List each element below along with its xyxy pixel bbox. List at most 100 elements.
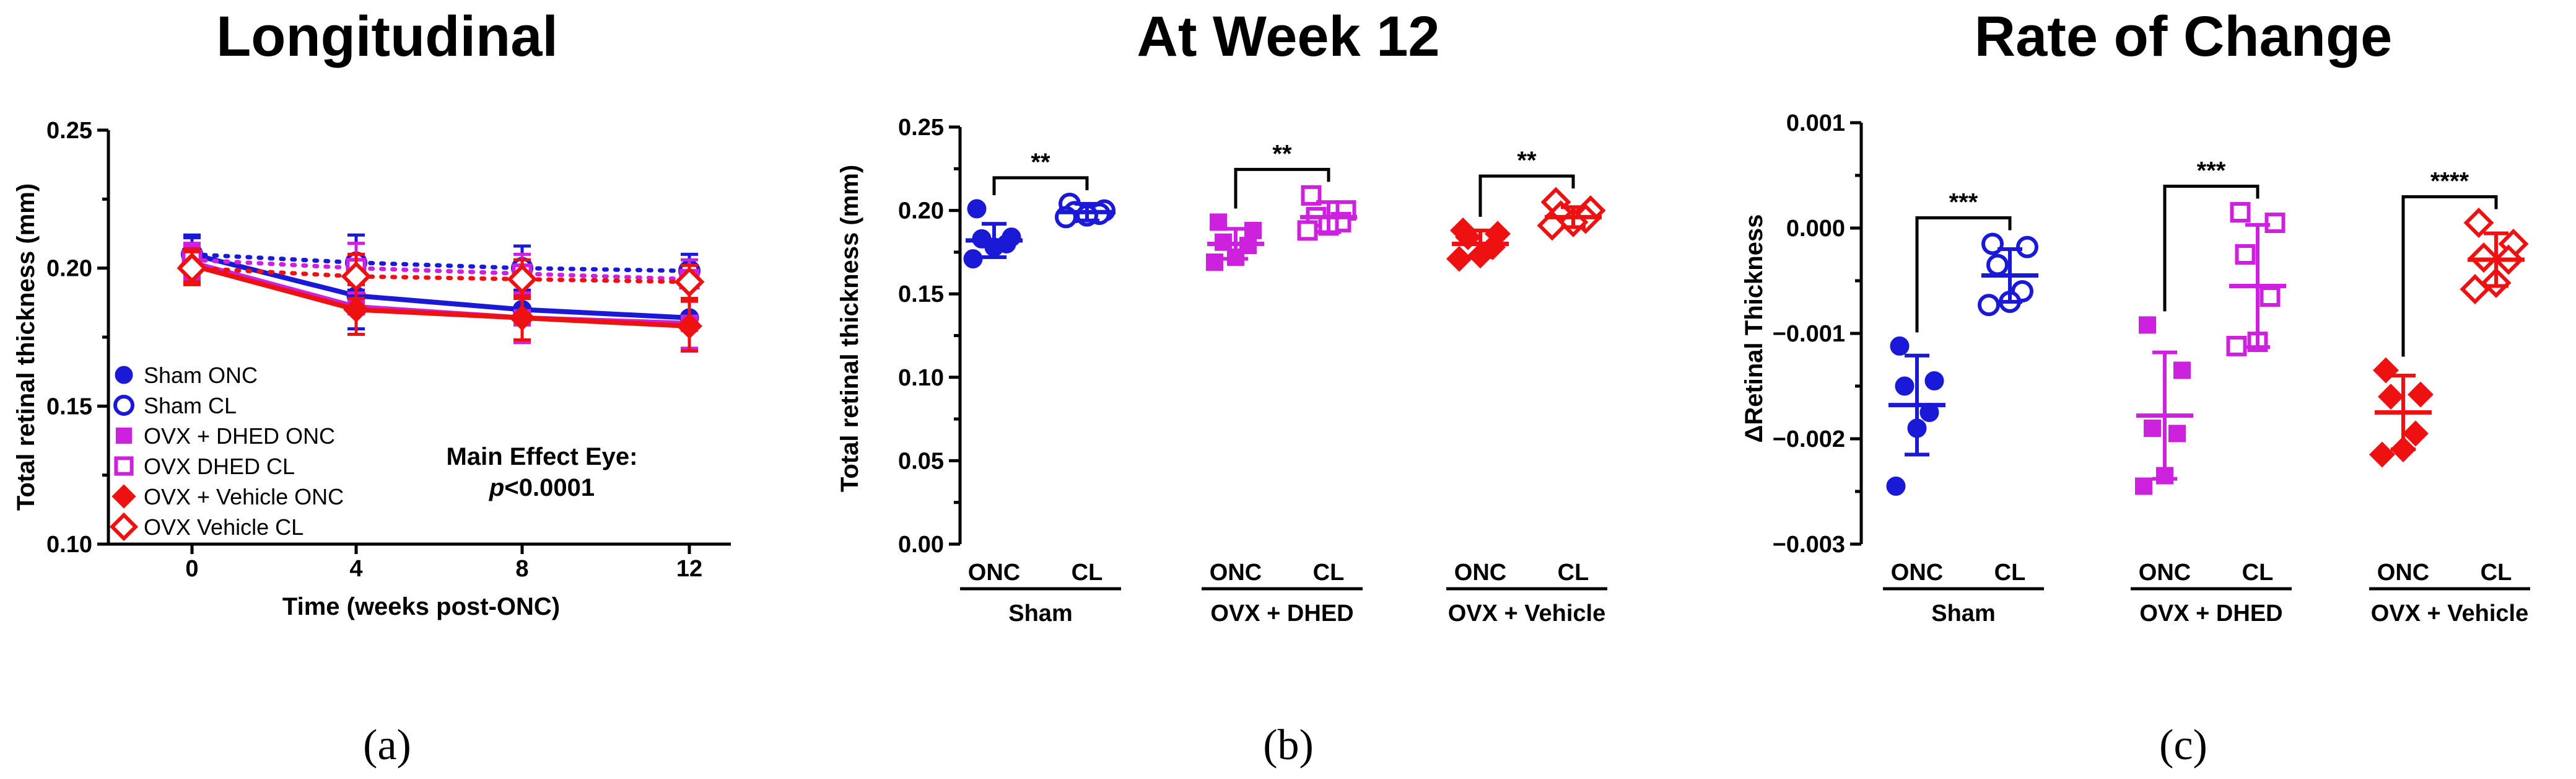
- panel-c-data-point: [2369, 441, 2395, 468]
- panel-c-data-point: [2139, 316, 2156, 334]
- panel-a-legend-marker: [111, 484, 136, 509]
- panel-a-legend-marker: [109, 512, 139, 542]
- panel-c-data-point: [2144, 420, 2161, 437]
- panel-c-data-point: [2408, 381, 2434, 408]
- panel-c-axes: −0.003 −0.002 −0.001 0.000 0.001: [1773, 110, 1863, 558]
- panel-a-y-tick-label: 0.20: [46, 256, 92, 282]
- panel-a-legend-label: OVX DHED CL: [144, 454, 295, 479]
- panel-c-x-label-onc: ONC: [2377, 560, 2429, 586]
- panel-c-rate-of-change: Rate of Change ΔRetinal Thickness −0.003…: [1740, 5, 2530, 769]
- panel-a-data-point: [509, 304, 535, 331]
- panel-a-y-tick-label: 0.10: [46, 532, 92, 558]
- panel-c-data-point: [1924, 371, 1944, 390]
- panel-a-data-point: [343, 296, 369, 323]
- panel-a-series-line: [190, 266, 692, 284]
- panel-b-significance-stars: **: [1272, 140, 1292, 167]
- panel-c-data-point: [2460, 274, 2491, 305]
- panel-a-label: (a): [363, 721, 411, 769]
- panel-a-p-symbol: p: [489, 474, 504, 501]
- panel-c-label: (c): [2159, 721, 2207, 769]
- panel-b-y-tick-label: 0.20: [898, 198, 944, 224]
- panel-c-y-tick-label: −0.001: [1773, 321, 1845, 347]
- panel-c-data-point: [1981, 232, 2004, 255]
- panel-c-significance-bracket: [2401, 195, 2498, 357]
- panel-a-longitudinal: Longitudinal Total retinal thickness (mm…: [12, 5, 731, 769]
- panel-c-significance-stars: ***: [1949, 189, 1978, 216]
- panel-a-x-tick-label: 8: [515, 556, 528, 582]
- panel-b-y-axis-label: Total retinal thickness (mm): [836, 165, 863, 492]
- panel-a-legend-label: Sham ONC: [144, 363, 258, 388]
- panel-c-data-point: [2264, 213, 2286, 233]
- panel-b-data-point: [1297, 220, 1318, 241]
- panel-c-y-tick-label: −0.003: [1773, 532, 1845, 558]
- panel-b-data-point: [963, 249, 983, 269]
- panel-c-data-point: [2403, 420, 2429, 447]
- panel-c-data-point: [2168, 425, 2186, 442]
- panel-c-y-axis-label: ΔRetinal Thickness: [1740, 214, 1768, 443]
- panel-b-data-point: [1206, 253, 1223, 271]
- panel-c-x-label-onc: ONC: [1891, 560, 1943, 586]
- panel-b-y-tick-label: 0.05: [898, 448, 944, 474]
- panel-b-significance-stars: **: [1517, 147, 1537, 174]
- panel-c-x-label-cl: CL: [2481, 560, 2512, 586]
- panel-c-data-point: [2259, 286, 2281, 307]
- panel-a-data-point: [676, 313, 702, 340]
- panel-a-x-tick-label: 12: [676, 556, 702, 582]
- panel-a-data-point: [177, 253, 207, 284]
- panel-a-legend-label: OVX + Vehicle ONC: [144, 484, 344, 509]
- panel-a-legend-label: Sham CL: [144, 393, 237, 418]
- panel-c-y-tick-label: 0.001: [1786, 110, 1845, 136]
- panel-c-data-point: [1895, 376, 1915, 396]
- panel-a-title: Longitudinal: [216, 5, 558, 68]
- panel-c-data-point: [1986, 253, 2009, 276]
- panel-a-plot-area: [177, 233, 705, 353]
- panel-c-x-labels: ONC CL Sham ONC CL OVX + DHED ONC CL OVX + Vehic…: [1883, 560, 2530, 627]
- panel-a-data-point: [507, 263, 538, 294]
- panel-c-group-label: OVX + Vehicle: [2371, 601, 2529, 627]
- panel-a-data-point: [674, 266, 705, 297]
- panel-a-x-tick-label: 0: [185, 556, 198, 582]
- panel-a-annotation-pvalue: p<0.0001: [489, 474, 595, 501]
- panel-a-series-line: [190, 252, 692, 320]
- panel-b-data-point: [1210, 213, 1227, 231]
- panel-a-legend-marker: [113, 395, 134, 416]
- panel-a-legend-marker: [114, 456, 134, 476]
- panel-c-data-point: [2230, 202, 2251, 222]
- panel-c-data-point: [2135, 477, 2152, 495]
- panel-a-series-line: [190, 257, 692, 281]
- panel-b-x-label-cl: CL: [1072, 560, 1103, 586]
- panel-c-data-point: [1890, 336, 1910, 356]
- panel-c-y-tick-label: −0.002: [1773, 426, 1845, 452]
- panel-b-x-label-onc: ONC: [1454, 560, 1506, 586]
- panel-b-significance-bracket: [992, 176, 1089, 195]
- panel-b-x-label-onc: ONC: [968, 560, 1020, 586]
- panel-a-axes: 0.10 0.15 0.20 0.25 0 4 8 12: [46, 118, 731, 582]
- panel-a-y-tick-label: 0.15: [46, 394, 92, 420]
- panel-b-label: (b): [1263, 721, 1314, 769]
- panel-b-y-tick-label: 0.00: [898, 532, 944, 558]
- panel-c-significance-bracket: [2163, 185, 2259, 312]
- panel-b-x-label-cl: CL: [1558, 560, 1589, 586]
- panel-b-significance-stars: **: [1031, 149, 1050, 176]
- panel-c-significance-stars: ***: [2197, 157, 2226, 185]
- panel-c-data-point: [2235, 244, 2256, 265]
- panel-b-axes: 0.00 0.05 0.10 0.15 0.20 0.25: [898, 115, 962, 558]
- panel-b-group-label: OVX + Vehicle: [1448, 601, 1606, 627]
- panel-c-significance-stars: ****: [2430, 168, 2469, 195]
- panel-b-y-tick-label: 0.10: [898, 365, 944, 391]
- panel-b-y-tick-label: 0.15: [898, 281, 944, 307]
- panel-b-group-label: OVX + DHED: [1210, 601, 1353, 627]
- panel-b-group-label: Sham: [1008, 601, 1072, 627]
- panel-c-title: Rate of Change: [1975, 5, 2393, 68]
- panel-c-group-label: OVX + DHED: [2139, 601, 2282, 627]
- panel-a-x-axis-label: Time (weeks post-ONC): [282, 593, 560, 620]
- panel-b-y-tick-label: 0.25: [898, 115, 944, 141]
- panel-c-data-point: [2173, 361, 2191, 379]
- panel-b-week12: At Week 12 Total retinal thickness (mm) …: [836, 5, 1607, 769]
- panel-c-data-point: [2016, 235, 2038, 258]
- panel-a-p-value: <0.0001: [504, 474, 595, 501]
- panel-a-legend-label: OVX + DHED ONC: [144, 423, 335, 449]
- panel-b-significance-bracket: [1234, 167, 1330, 209]
